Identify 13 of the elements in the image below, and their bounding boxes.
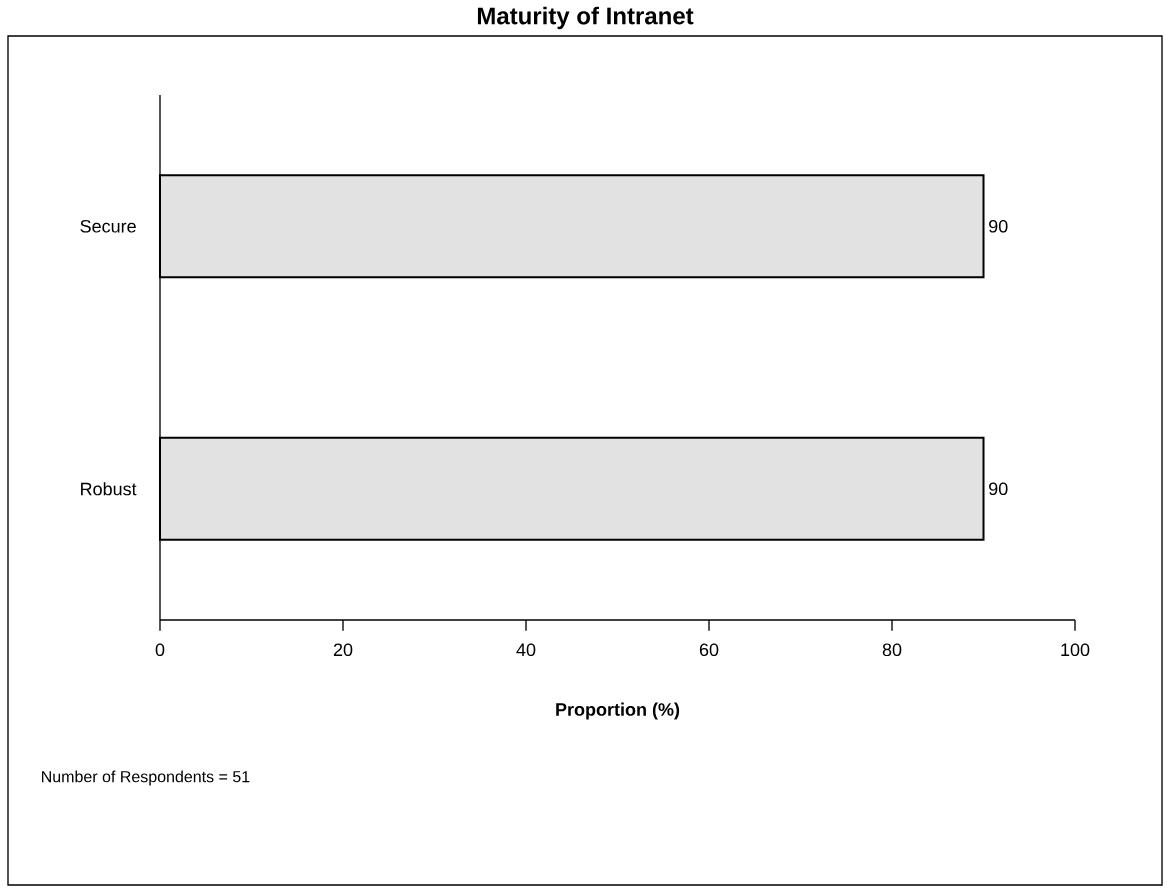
x-tick-label: 0: [155, 643, 165, 657]
chart-title: Maturity of Intranet: [477, 6, 694, 30]
x-tick-label: 100: [1061, 643, 1090, 657]
data-label: 90: [989, 219, 1008, 233]
x-axis-title: Proportion (%): [556, 702, 680, 720]
data-label: 90: [989, 482, 1008, 496]
y-tick-label: Robust: [81, 482, 137, 496]
y-tick-label: Secure: [80, 219, 136, 233]
x-tick-label: 80: [882, 643, 902, 657]
x-tick-label: 40: [516, 643, 536, 657]
x-tick-label: 60: [699, 643, 719, 657]
x-tick-label: 20: [333, 643, 353, 657]
text: Number of Respondents = 51: [42, 770, 250, 786]
